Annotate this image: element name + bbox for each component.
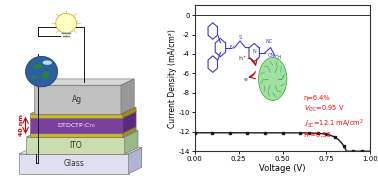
Polygon shape — [121, 79, 134, 114]
Circle shape — [26, 56, 58, 87]
Polygon shape — [34, 79, 134, 85]
Text: 40 nm: 40 nm — [19, 114, 24, 136]
Text: DTDCTP:C$_{70}$: DTDCTP:C$_{70}$ — [57, 121, 96, 130]
Polygon shape — [30, 118, 123, 133]
Ellipse shape — [42, 72, 49, 79]
Polygon shape — [34, 85, 121, 114]
Polygon shape — [30, 114, 123, 118]
Polygon shape — [125, 131, 138, 154]
Polygon shape — [26, 131, 138, 137]
Circle shape — [56, 13, 77, 33]
Text: Ag: Ag — [73, 95, 82, 104]
Polygon shape — [129, 148, 142, 174]
Polygon shape — [30, 127, 136, 133]
Ellipse shape — [33, 64, 42, 69]
X-axis label: Voltage (V): Voltage (V) — [259, 163, 306, 173]
Polygon shape — [19, 154, 129, 174]
Text: ITO: ITO — [69, 141, 82, 150]
Y-axis label: Current Density (mA/cm²): Current Density (mA/cm²) — [168, 29, 177, 128]
Polygon shape — [30, 133, 123, 137]
Polygon shape — [30, 112, 136, 118]
Text: Glass: Glass — [63, 159, 84, 168]
Polygon shape — [123, 108, 136, 118]
Polygon shape — [123, 127, 136, 137]
Polygon shape — [26, 137, 125, 154]
Ellipse shape — [42, 60, 52, 65]
Text: η=6.4%
$V_{OC}$=0.95 V
$J_{SC}$=12.1 mA/cm$^2$
FF=0.56: η=6.4% $V_{OC}$=0.95 V $J_{SC}$=12.1 mA/… — [304, 95, 363, 138]
Polygon shape — [123, 112, 136, 133]
Polygon shape — [19, 148, 142, 154]
Ellipse shape — [31, 75, 37, 79]
Polygon shape — [30, 108, 136, 114]
